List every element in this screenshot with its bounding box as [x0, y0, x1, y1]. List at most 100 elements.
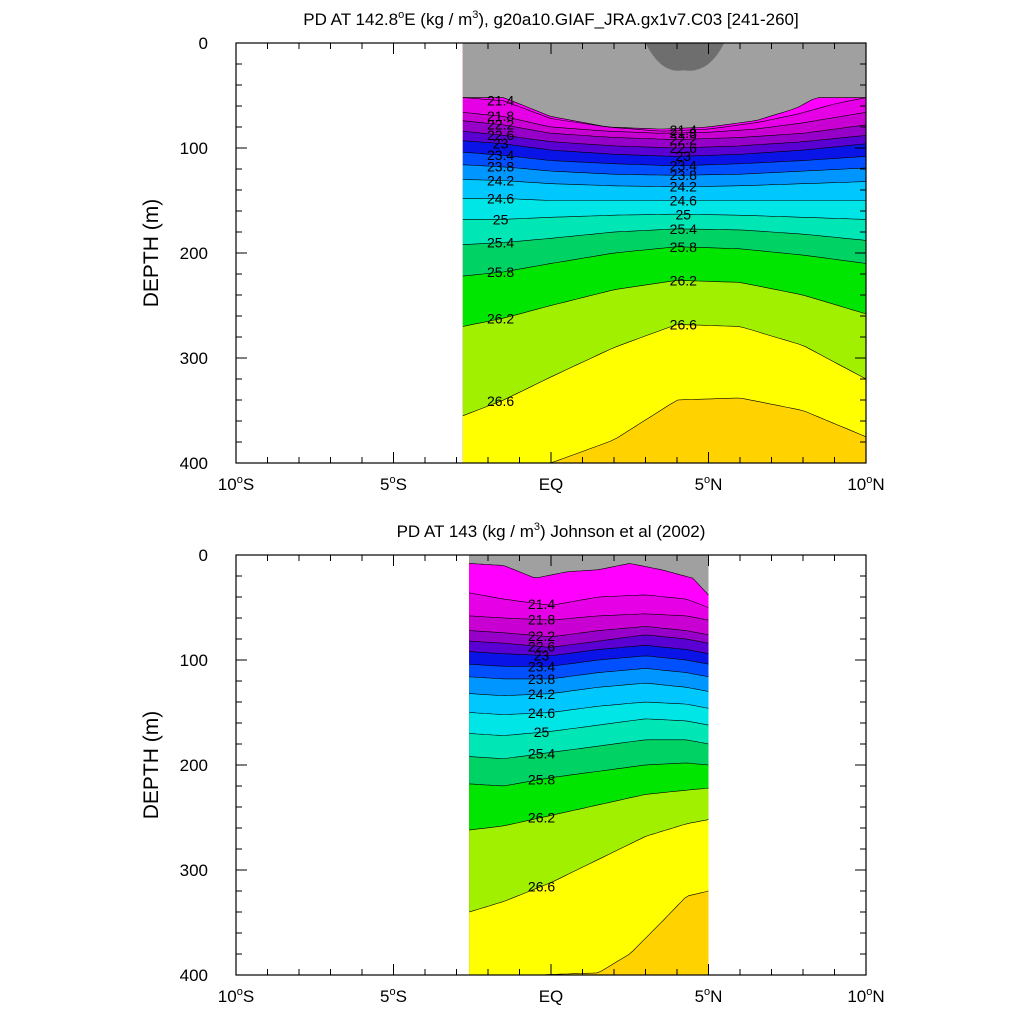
contour-band [462, 228, 866, 277]
contour-label: 23.8 [528, 671, 555, 687]
contour-band [469, 819, 709, 975]
contour-line [462, 97, 867, 132]
contour-line [462, 130, 867, 149]
contour-line [469, 563, 709, 596]
y-tick-label: 200 [180, 244, 208, 263]
contour-band [462, 131, 866, 157]
contour-band-core [645, 43, 725, 71]
contour-line [462, 179, 867, 188]
contour-band [469, 555, 709, 595]
contour-line [462, 198, 866, 201]
contour-label: 26.2 [670, 273, 697, 289]
x-tick-label: 5oS [380, 474, 407, 494]
y-tick-label: 100 [180, 651, 208, 670]
contour-label: 21.4 [528, 596, 555, 612]
contour-line [469, 739, 709, 759]
contour-line [469, 718, 709, 736]
contour-band [469, 891, 709, 975]
contour-label: 23.4 [528, 658, 555, 674]
contour-line [462, 120, 867, 140]
contour-label: 21.8 [670, 125, 697, 141]
contour-label: 23 [534, 647, 550, 663]
contour-line [462, 228, 867, 245]
contour-band [462, 43, 866, 129]
contour-line [469, 787, 709, 831]
contour-band [469, 634, 709, 656]
contour-band [469, 563, 709, 608]
contour-label: 21.8 [487, 108, 514, 124]
contour-label: 23 [493, 136, 509, 152]
contour-label: 22.6 [528, 639, 555, 655]
contour-band [469, 763, 709, 831]
contour-line [469, 613, 709, 621]
contour-label: 24.2 [528, 686, 555, 702]
contour-label: 23.4 [487, 147, 514, 163]
contour-label: 24.2 [670, 179, 697, 195]
contour-line [462, 213, 867, 220]
chart-title: PD AT 142.8oE (kg / m3), g20a10.GIAF_JRA… [303, 9, 798, 29]
contour-band [469, 702, 709, 736]
contour-line [469, 634, 709, 648]
contour-band [462, 152, 866, 176]
contour-line [469, 701, 709, 715]
contour-line [462, 246, 867, 277]
x-tick-label: 5oN [695, 986, 723, 1006]
contour-band [462, 198, 866, 220]
contour-label: 22.2 [528, 628, 555, 644]
contour-band [462, 280, 866, 416]
y-tick-label: 400 [180, 454, 208, 473]
y-axis-label: DEPTH (m) [140, 199, 163, 308]
contour-label: 25.8 [670, 239, 697, 255]
y-tick-label: 400 [180, 966, 208, 985]
contour-band [469, 655, 709, 679]
y-axis-label: DEPTH (m) [140, 711, 163, 820]
contour-band [462, 179, 866, 201]
contour-label: 24.2 [487, 172, 514, 188]
y-tick-label: 300 [180, 861, 208, 880]
contour-band [462, 97, 866, 134]
contour-band [462, 112, 866, 140]
contour-label: 25 [676, 206, 692, 222]
x-tick-label: EQ [539, 987, 564, 1006]
contour-label: 25 [493, 211, 509, 227]
chart-title: PD AT 143 (kg / m3) Johnson et al (2002) [397, 521, 706, 541]
contour-label: 25.8 [487, 264, 514, 280]
y-tick-label: 300 [180, 349, 208, 368]
y-tick-label: 100 [180, 139, 208, 158]
contour-line [469, 668, 709, 680]
contour-line [462, 324, 867, 417]
contour-label: 22.6 [487, 127, 514, 143]
contour-line [469, 645, 709, 657]
contour-label: 26.2 [528, 810, 555, 826]
panel-1: 21.421.421.821.822.222.222.622.6232323.4… [140, 9, 885, 494]
contour-band [462, 398, 866, 463]
contour-label: 24.6 [528, 705, 555, 721]
contour-label: 26.6 [670, 317, 697, 333]
contour-label: 26.6 [487, 393, 514, 409]
contour-label: 26.6 [528, 878, 555, 894]
contour-line [469, 655, 709, 667]
contour-line [462, 97, 866, 130]
x-tick-label: EQ [539, 475, 564, 494]
contour-band [469, 718, 709, 759]
y-tick-label: 200 [180, 756, 208, 775]
x-tick-label: 5oN [695, 474, 723, 494]
contour-label: 24.6 [670, 193, 697, 209]
contour-line [462, 112, 867, 134]
contour-band [469, 613, 709, 637]
y-tick-label: 0 [199, 34, 208, 53]
contour-line [469, 762, 709, 787]
contour-band [462, 97, 866, 132]
contour-band [469, 645, 709, 667]
x-tick-label: 10oN [847, 986, 884, 1006]
contour-label: 23.8 [487, 159, 514, 175]
contour-label: 25.4 [487, 235, 514, 251]
contour-label: 21.4 [670, 122, 697, 138]
contour-label: 25.8 [528, 771, 555, 787]
x-tick-label: 10oS [218, 986, 254, 1006]
contour-band [469, 592, 709, 621]
contour-label: 22.6 [670, 140, 697, 156]
contour-line [462, 164, 867, 176]
